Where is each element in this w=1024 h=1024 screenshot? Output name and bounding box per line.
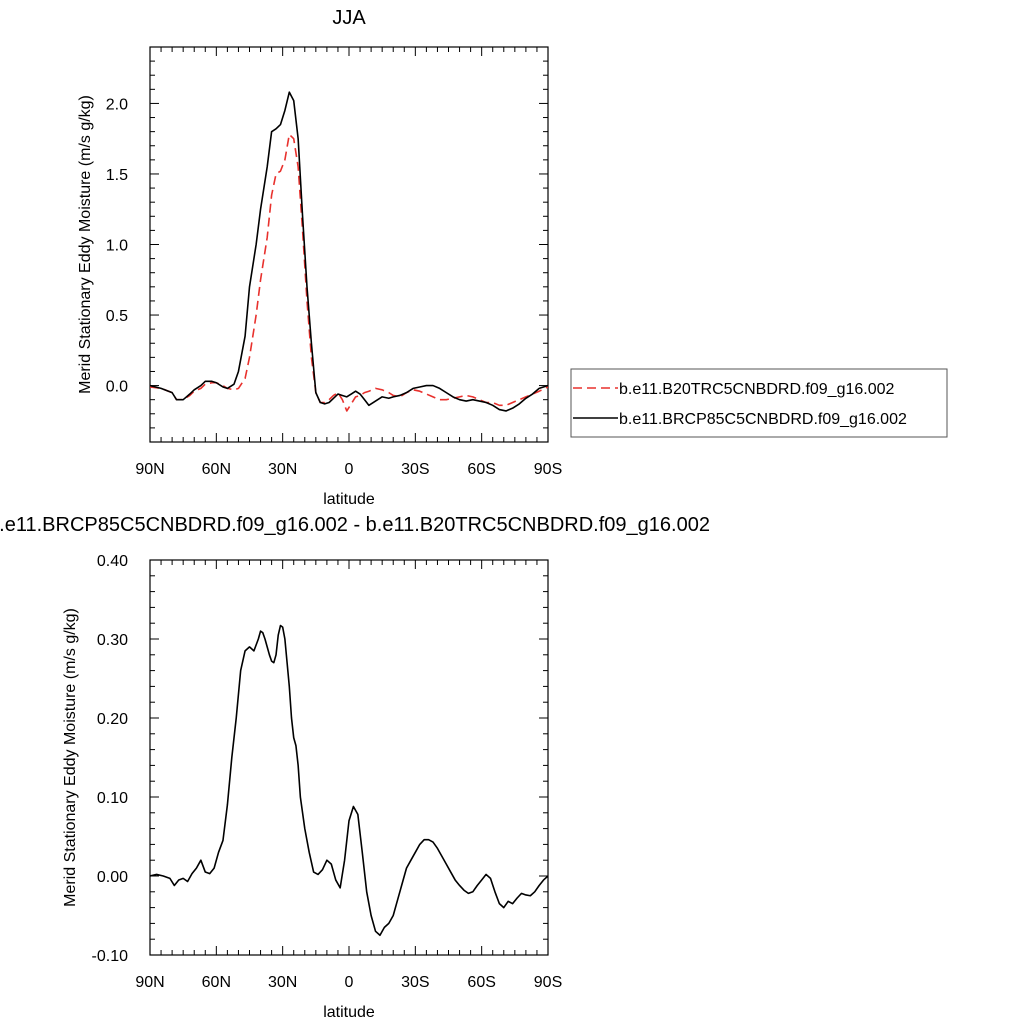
y-tick-label: 0.40 (97, 553, 128, 570)
x-tick-label: 60N (202, 461, 231, 478)
x-tick-label: 30S (401, 974, 429, 991)
x-tick-label: 90S (534, 974, 562, 991)
y-axis-label: Merid Stationary Eddy Moisture (m/s g/kg… (77, 95, 94, 394)
x-tick-label: 0 (345, 461, 354, 478)
y-tick-label: 0.0 (106, 379, 128, 396)
x-tick-label: 30N (268, 974, 297, 991)
legend-label-2: b.e11.BRCP85C5CNBDRD.f09_g16.002 (619, 411, 907, 428)
plot-frame (149, 46, 549, 443)
series-line-2 (150, 91, 548, 412)
panel-1: JJA 90N 60N 30N 0 30S 60S 90S 0.0 0.5 1.0 1.5 2.0 lat… (77, 7, 948, 508)
y-tick-label: -0.10 (92, 948, 129, 965)
y-tick-label: 0.20 (97, 711, 128, 728)
x-axis-label: latitude (323, 491, 375, 508)
panel-2: b.e11.BRCP85C5CNBDRD.f09_g16.002 - b.e11… (0, 514, 710, 1021)
x-tick-label: 60S (467, 461, 495, 478)
y-tick-label: 1.5 (106, 167, 128, 184)
y-tick-label: 0.00 (97, 869, 128, 886)
x-tick-label: 30N (268, 461, 297, 478)
chart-title: b.e11.BRCP85C5CNBDRD.f09_g16.002 - b.e11… (0, 514, 710, 536)
y-tick-label: 1.0 (106, 238, 128, 255)
x-tick-label: 90N (135, 974, 164, 991)
legend-label-1: b.e11.B20TRC5CNBDRD.f09_g16.002 (619, 381, 895, 398)
x-tick-label: 60N (202, 974, 231, 991)
x-tick-label: 30S (401, 461, 429, 478)
y-tick-label: 0.30 (97, 632, 128, 649)
y-tick-label: 2.0 (106, 96, 128, 113)
chart-title: JJA (332, 7, 366, 29)
x-tick-label: 60S (467, 974, 495, 991)
y-axis-label: Merid Stationary Eddy Moisture (m/s g/kg… (62, 608, 79, 907)
x-tick-label: 90N (135, 461, 164, 478)
y-tick-label: 0.5 (106, 308, 128, 325)
x-axis-label: latitude (323, 1004, 375, 1021)
legend-box (570, 368, 948, 438)
series-line-1 (150, 624, 548, 937)
x-tick-label: 90S (534, 461, 562, 478)
x-tick-label: 0 (345, 974, 354, 991)
plot-frame (149, 559, 549, 956)
series-line-1 (150, 133, 548, 412)
legend: b.e11.B20TRC5CNBDRD.f09_g16.002 b.e11.BRC… (570, 368, 948, 438)
y-tick-label: 0.10 (97, 790, 128, 807)
